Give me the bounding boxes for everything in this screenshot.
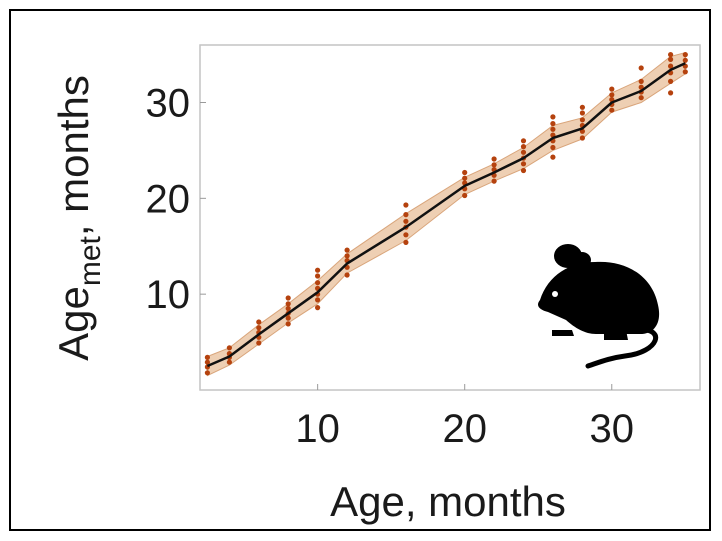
data-point	[315, 305, 321, 311]
data-point	[550, 144, 556, 151]
data-point	[520, 161, 527, 167]
y-tick-label: 10	[146, 273, 191, 317]
data-point	[668, 78, 674, 84]
data-point	[315, 297, 321, 303]
data-point	[204, 354, 210, 360]
x-axis-label: Age, months	[330, 478, 566, 525]
data-point	[682, 69, 688, 75]
data-point	[579, 117, 586, 123]
data-point	[344, 247, 350, 253]
data-point	[638, 95, 644, 101]
data-point	[285, 321, 291, 327]
data-point	[609, 107, 615, 113]
data-point	[491, 178, 497, 184]
data-point	[550, 114, 556, 120]
y-axis-label: Agemet, months	[50, 75, 107, 361]
data-point	[462, 192, 468, 199]
data-point	[403, 212, 409, 218]
data-point	[668, 52, 674, 58]
data-point	[226, 359, 232, 365]
data-point	[403, 202, 409, 208]
data-point	[285, 305, 291, 312]
data-point	[579, 110, 586, 116]
data-point	[462, 175, 468, 181]
data-point	[256, 319, 262, 325]
data-point	[579, 135, 586, 141]
data-point	[638, 65, 644, 71]
data-point	[550, 126, 556, 132]
data-point	[315, 280, 321, 286]
data-point	[668, 56, 674, 63]
data-point	[550, 121, 556, 127]
data-point	[682, 57, 688, 63]
data-point	[285, 295, 291, 301]
data-point	[520, 167, 527, 174]
mouse-silhouette-icon	[537, 244, 660, 369]
y-tick-label: 30	[146, 82, 191, 126]
x-tick-label: 30	[590, 407, 635, 451]
data-point	[520, 138, 527, 144]
data-point	[668, 90, 674, 96]
data-point	[315, 267, 321, 273]
data-point	[285, 315, 291, 321]
data-point	[204, 359, 210, 365]
data-point	[204, 370, 210, 376]
data-point	[550, 154, 556, 160]
data-point	[315, 273, 321, 279]
y-axis-label-subscript: met	[74, 236, 107, 287]
data-point	[520, 149, 527, 155]
data-point	[462, 169, 468, 176]
data-point	[403, 218, 409, 224]
data-point	[344, 272, 350, 278]
data-point	[256, 325, 262, 331]
x-tick-label: 20	[442, 407, 487, 451]
y-tick-label: 20	[146, 177, 191, 221]
data-point	[609, 86, 615, 92]
data-point	[285, 301, 291, 307]
data-point	[520, 144, 527, 150]
data-point	[668, 63, 674, 69]
y-axis-label-main: Age	[50, 286, 97, 361]
data-point	[609, 92, 615, 98]
data-point	[638, 84, 644, 90]
data-point	[226, 345, 232, 351]
data-point	[403, 239, 409, 245]
data-point	[256, 340, 262, 346]
data-point	[579, 104, 586, 110]
data-point	[682, 52, 688, 58]
data-point	[403, 232, 409, 238]
x-tick-label: 10	[295, 407, 340, 451]
y-axis-label-suffix: , months	[50, 75, 97, 236]
mean-line	[206, 62, 686, 368]
data-point	[491, 156, 497, 162]
data-point	[344, 253, 350, 259]
data-point	[638, 78, 644, 84]
data-point	[491, 162, 497, 168]
